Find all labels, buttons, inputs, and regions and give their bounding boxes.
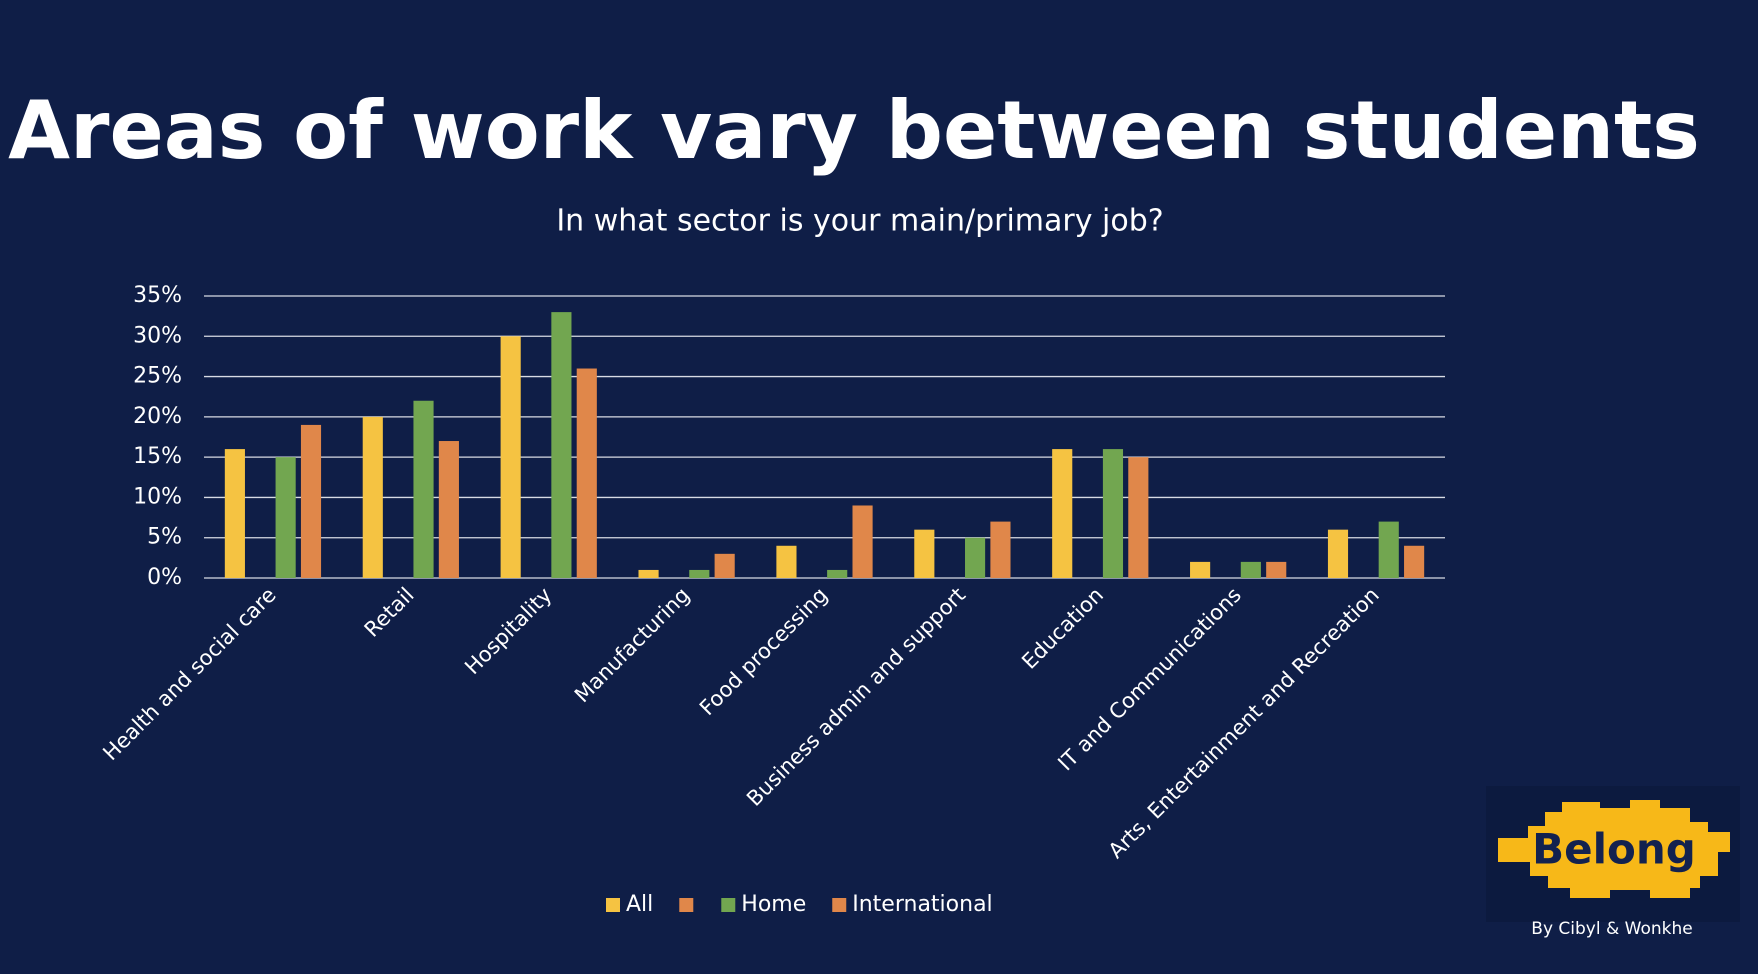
chart-title: Areas of work vary between students bbox=[8, 84, 1700, 177]
bar bbox=[1404, 545, 1425, 578]
bar bbox=[914, 529, 935, 578]
bar bbox=[275, 457, 296, 578]
bar bbox=[965, 537, 986, 578]
bar bbox=[689, 569, 710, 578]
legend-swatch bbox=[606, 898, 620, 912]
y-tick-label: 30% bbox=[133, 323, 182, 348]
bar bbox=[576, 368, 597, 578]
y-tick-label: 15% bbox=[133, 444, 182, 469]
legend-label: All bbox=[626, 892, 653, 917]
bar bbox=[438, 441, 459, 578]
logo: Belong By Cibyl & Wonkhe bbox=[1486, 786, 1740, 939]
y-tick-label: 10% bbox=[133, 484, 182, 509]
bar bbox=[224, 449, 245, 578]
bar bbox=[500, 336, 521, 578]
logo-shape bbox=[1498, 800, 1730, 898]
logo-text: Belong bbox=[1532, 825, 1696, 874]
bar bbox=[852, 505, 873, 578]
legend-label: International bbox=[852, 892, 992, 917]
y-tick-label: 5% bbox=[147, 525, 182, 550]
y-tick-label: 20% bbox=[133, 404, 182, 429]
bar bbox=[551, 312, 572, 578]
y-tick-label: 0% bbox=[147, 565, 182, 590]
bar bbox=[1327, 529, 1349, 578]
bar bbox=[362, 416, 383, 578]
bar bbox=[1190, 561, 1211, 578]
bar bbox=[1240, 561, 1261, 578]
bar bbox=[776, 545, 797, 578]
logo-caption: By Cibyl & Wonkhe bbox=[1531, 919, 1692, 939]
bar bbox=[638, 569, 659, 578]
bar bbox=[990, 521, 1011, 578]
bar bbox=[1102, 449, 1124, 578]
bar bbox=[300, 424, 322, 578]
bar bbox=[1128, 457, 1149, 578]
bar bbox=[1378, 521, 1399, 578]
legend-label: Home bbox=[741, 892, 806, 917]
legend-swatch bbox=[679, 898, 694, 912]
y-tick-label: 35% bbox=[133, 283, 182, 308]
y-tick-label: 25% bbox=[133, 364, 182, 389]
bar bbox=[714, 553, 735, 578]
legend-swatch bbox=[832, 898, 847, 912]
bar bbox=[827, 569, 848, 578]
bar bbox=[1052, 449, 1073, 578]
legend-swatch bbox=[721, 898, 736, 912]
chart-subtitle: In what sector is your main/primary job? bbox=[556, 204, 1163, 239]
bar bbox=[413, 400, 434, 578]
bar bbox=[1266, 561, 1287, 578]
